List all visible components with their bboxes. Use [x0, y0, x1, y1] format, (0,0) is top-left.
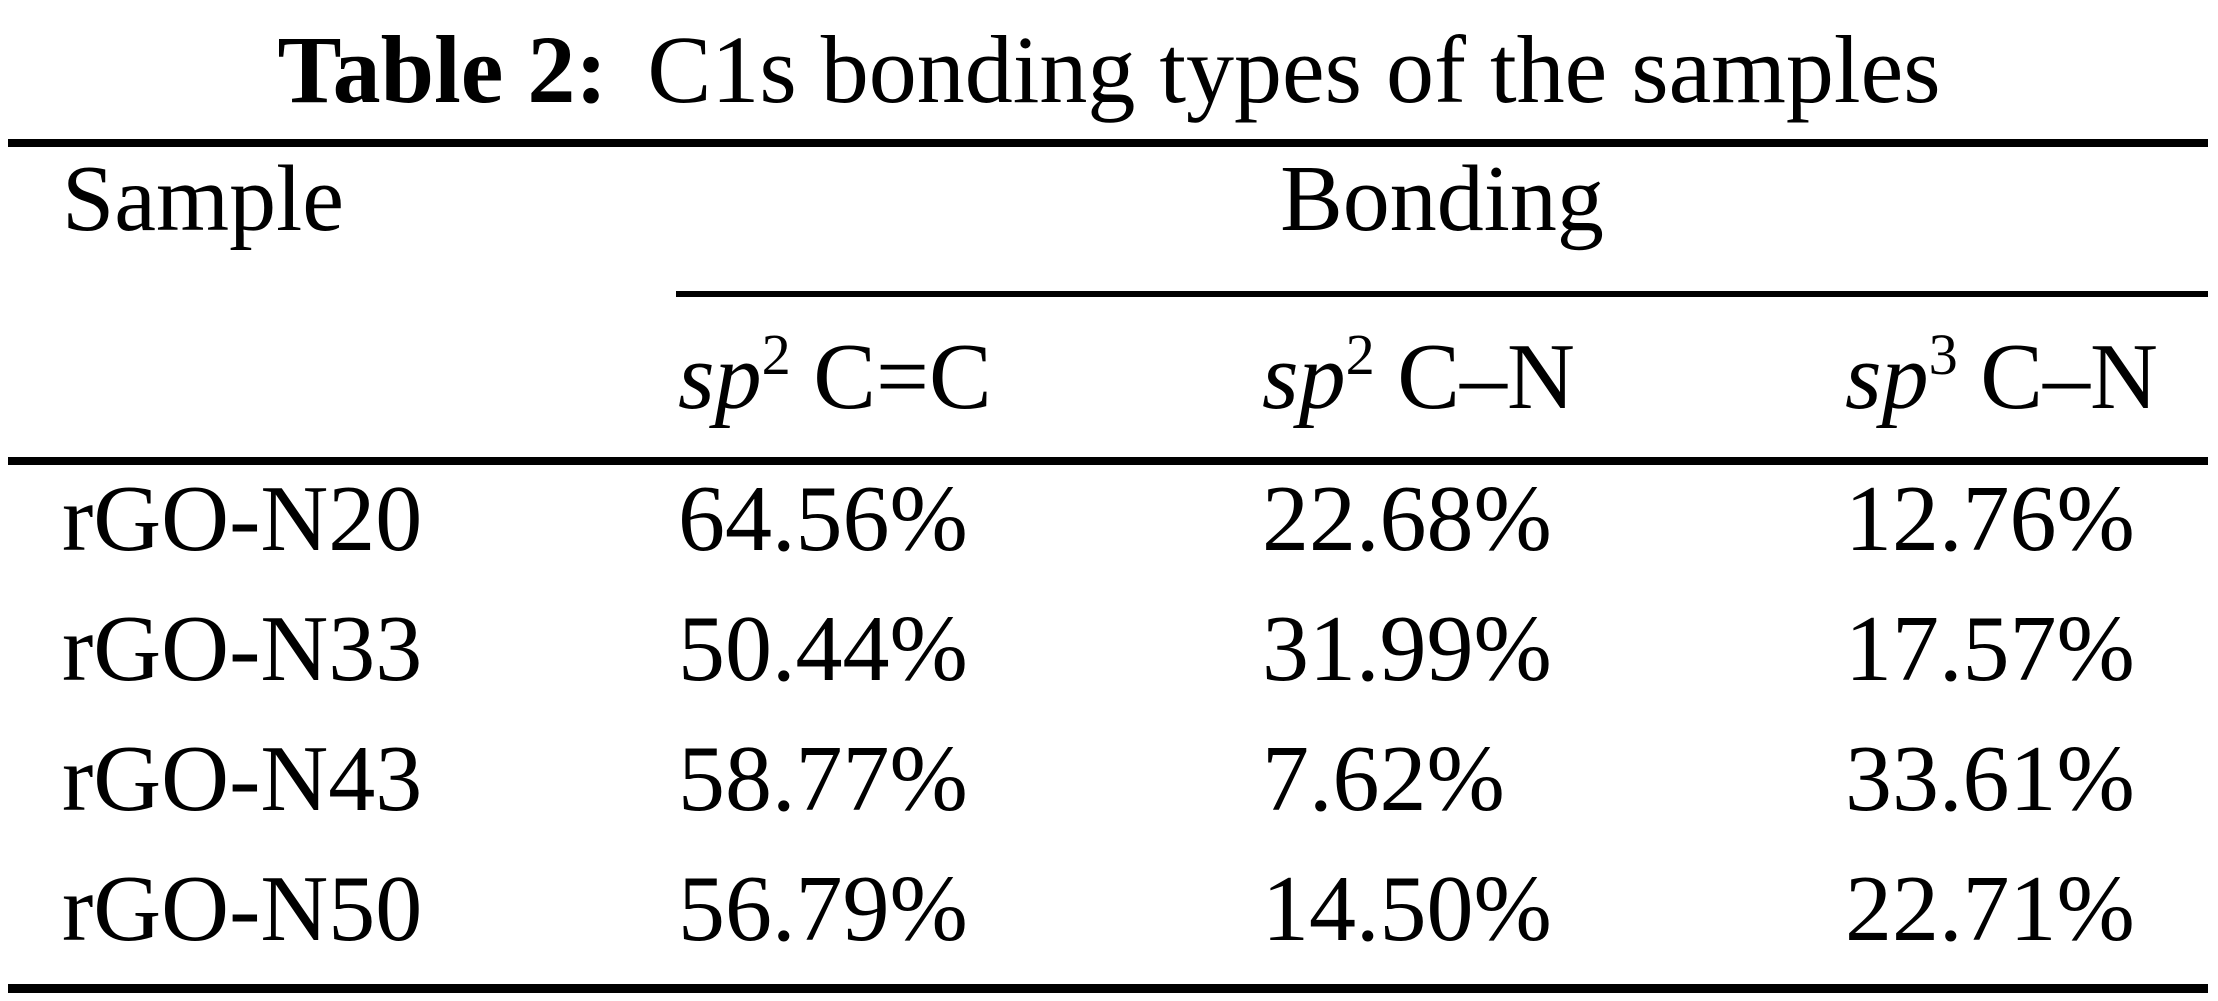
column-header-sp2-cn: sp2 C–N: [1262, 326, 1575, 424]
cell-sp2-cc: 64.56%: [678, 467, 968, 571]
sp-superscript: 3: [1928, 322, 1958, 388]
rule-top: [8, 139, 2208, 147]
sp-superscript: 2: [761, 322, 791, 388]
rule-bottom: [8, 984, 2208, 993]
cell-sp3-cn: 33.61%: [1845, 727, 2135, 831]
sp-italic: sp: [1262, 325, 1346, 429]
table-caption-label: Table 2:: [277, 16, 608, 123]
cell-sp3-cn: 12.76%: [1845, 467, 2135, 571]
rule-under-bonding: [676, 291, 2208, 297]
column-header-sp3-cn: sp3 C–N: [1845, 326, 2158, 424]
bond-label: C=C: [813, 325, 992, 429]
column-group-header-bonding: Bonding: [1280, 147, 1604, 251]
table-caption: Table 2: C1s bonding types of the samples: [0, 22, 2218, 118]
cell-sp2-cc: 50.44%: [678, 597, 968, 701]
cell-sp2-cc: 56.79%: [678, 857, 968, 961]
cell-sp3-cn: 22.71%: [1845, 857, 2135, 961]
cell-sp2-cn: 14.50%: [1262, 857, 1552, 961]
cell-sample: rGO-N33: [62, 597, 423, 701]
sp-superscript: 2: [1345, 322, 1375, 388]
sp-italic: sp: [678, 325, 762, 429]
cell-sp2-cn: 22.68%: [1262, 467, 1552, 571]
sp-italic: sp: [1845, 325, 1929, 429]
cell-sample: rGO-N50: [62, 857, 423, 961]
cell-sample: rGO-N20: [62, 467, 423, 571]
column-header-sp2-cc: sp2 C=C: [678, 326, 992, 424]
rule-under-subheaders: [8, 457, 2208, 465]
cell-sp2-cn: 7.62%: [1262, 727, 1505, 831]
bond-label: C–N: [1980, 325, 2158, 429]
bond-label: C–N: [1397, 325, 1575, 429]
column-header-sample: Sample: [62, 147, 344, 251]
cell-sp2-cn: 31.99%: [1262, 597, 1552, 701]
table-caption-text: C1s bonding types of the samples: [647, 16, 1941, 123]
cell-sample: rGO-N43: [62, 727, 423, 831]
cell-sp3-cn: 17.57%: [1845, 597, 2135, 701]
cell-sp2-cc: 58.77%: [678, 727, 968, 831]
